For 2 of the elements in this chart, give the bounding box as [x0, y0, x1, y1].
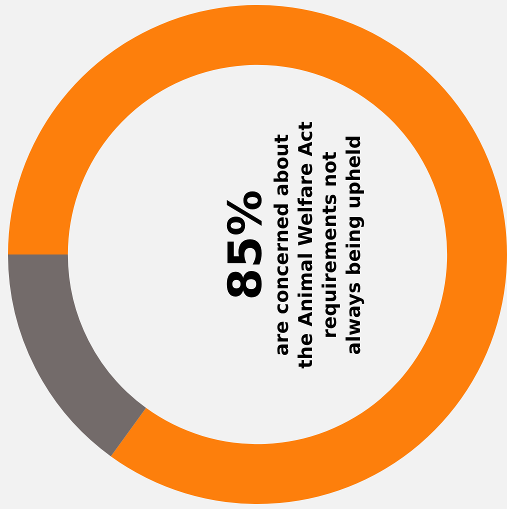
text: 85% [218, 188, 272, 302]
text: are concerned about the Animal Welfare Act requirements not always being upheld [270, 120, 366, 370]
